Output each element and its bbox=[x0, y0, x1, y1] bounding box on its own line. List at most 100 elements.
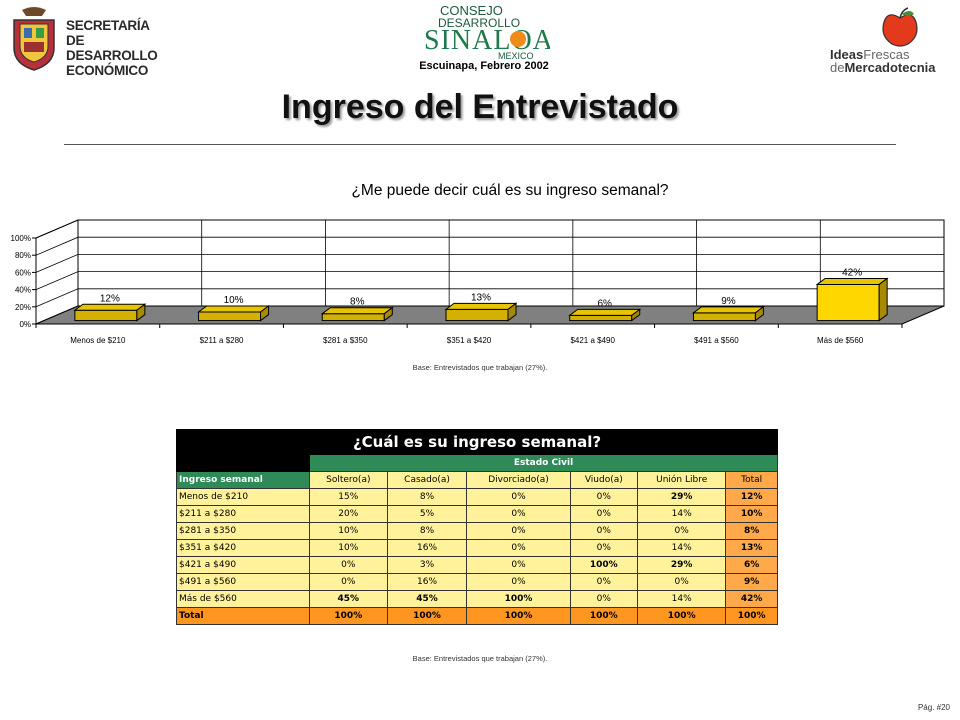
y-tick-label: 40% bbox=[15, 286, 31, 295]
chart-back-wall bbox=[77, 219, 945, 307]
logo-word-2: DESARROLLO bbox=[438, 16, 520, 30]
table-corner bbox=[176, 454, 310, 472]
chart-title: ¿Me puede decir cuál es su ingreso seman… bbox=[351, 182, 669, 199]
bar-front bbox=[74, 309, 138, 322]
bar-front bbox=[692, 312, 756, 322]
table-cell: 20% bbox=[309, 505, 388, 523]
table-cell: 0% bbox=[466, 573, 571, 591]
column-header: Divorciado(a) bbox=[466, 471, 571, 489]
total-cell: 100% bbox=[466, 607, 571, 625]
table-cell: 45% bbox=[309, 590, 388, 608]
logo-word-1: CONSEJO bbox=[440, 3, 503, 18]
table-cell: 0% bbox=[569, 539, 639, 557]
place-date: Escuinapa, Febrero 2002 bbox=[419, 60, 549, 72]
table-base-note: Base: Entrevistados que trabajan (27%). bbox=[412, 654, 548, 663]
table-title: ¿Cuál es su ingreso semanal? bbox=[176, 429, 778, 455]
y-tick-label: 80% bbox=[15, 251, 31, 260]
sun-icon bbox=[510, 31, 526, 47]
page-title: Ingreso del Entrevistado bbox=[281, 88, 679, 126]
bar-side bbox=[136, 303, 146, 322]
table-cell: 8% bbox=[386, 488, 468, 506]
sde-logo: SECRETARÍA DE DESARROLLO ECONÓMICO bbox=[8, 4, 168, 78]
table-row: Más de $560 45% 45% 100% 0% 14% 42% bbox=[176, 590, 778, 608]
table-cell: 14% bbox=[637, 505, 727, 523]
column-header: Casado(a) bbox=[386, 471, 468, 489]
category-label: $281 a $350 bbox=[323, 336, 368, 345]
table-cell: 0% bbox=[466, 539, 571, 557]
total-cell: 100% bbox=[309, 607, 388, 625]
consejo-desarrollo-logo: CONSEJO DESARROLLO SINALOA MEXICO bbox=[420, 2, 550, 72]
table-cell: 3% bbox=[386, 556, 468, 574]
table-cell: 9% bbox=[725, 573, 778, 591]
table-cell: 0% bbox=[569, 522, 639, 540]
chart-base-note: Base: Entrevistados que trabajan (27%). bbox=[412, 363, 548, 372]
data-label: 12% bbox=[100, 293, 120, 304]
table-cell: 0% bbox=[466, 522, 571, 540]
table-cell: 16% bbox=[386, 573, 468, 591]
gridline bbox=[35, 288, 944, 308]
income-table: ¿Cuál es su ingreso semanal? Estado Civi… bbox=[176, 429, 778, 625]
consejo-logo-mark: CONSEJO DESARROLLO SINALOA MEXICO bbox=[424, 3, 550, 61]
apple-icon bbox=[882, 7, 918, 47]
gridline bbox=[35, 219, 944, 239]
row-label: $351 a $420 bbox=[176, 539, 310, 557]
gridline bbox=[35, 254, 944, 273]
column-header: Soltero(a) bbox=[309, 471, 388, 489]
table-cell: 0% bbox=[466, 505, 571, 523]
bar-top bbox=[197, 305, 271, 313]
total-cell: 100% bbox=[569, 607, 639, 625]
page-number: Pág. #20 bbox=[917, 703, 950, 712]
table-cell: 6% bbox=[725, 556, 778, 574]
table-row: $421 a $490 0% 3% 0% 100% 29% 6% bbox=[176, 556, 778, 574]
bar-side bbox=[260, 304, 270, 322]
income-bar-chart: 0% 20% 40% 60% 80% 100% 12% Menos de $210 10% $21… bbox=[11, 219, 945, 345]
bar-side bbox=[754, 305, 764, 322]
table-row: $491 a $560 0% 16% 0% 0% 0% 9% bbox=[176, 573, 778, 591]
table-cell: 0% bbox=[637, 522, 727, 540]
bar-top bbox=[73, 303, 147, 311]
table-cell: 14% bbox=[637, 539, 727, 557]
sinaloa-seal-icon bbox=[13, 7, 55, 71]
logo-word-3: SINALOA bbox=[424, 25, 550, 56]
table-cell: 29% bbox=[637, 556, 727, 574]
table-row: $211 a $280 20% 5% 0% 0% 14% 10% bbox=[176, 505, 778, 523]
logo-word: Frescas bbox=[863, 47, 910, 62]
y-tick-label: 60% bbox=[15, 268, 31, 277]
row-label: $421 a $490 bbox=[176, 556, 310, 574]
data-label: 13% bbox=[471, 292, 491, 303]
table-cell: 0% bbox=[569, 590, 639, 608]
data-label: 42% bbox=[842, 267, 862, 278]
data-label: 6% bbox=[597, 298, 612, 309]
bar-top bbox=[444, 302, 518, 310]
y-tick-label: 20% bbox=[15, 303, 31, 312]
table-cell: 15% bbox=[309, 488, 388, 506]
table-cell: 10% bbox=[309, 522, 388, 540]
total-cell: 100% bbox=[386, 607, 468, 625]
table-row: Menos de $210 15% 8% 0% 0% 29% 12% bbox=[176, 488, 778, 506]
table-cell: 29% bbox=[637, 488, 727, 506]
table-cell: 0% bbox=[466, 488, 571, 506]
gridline bbox=[35, 236, 944, 256]
category-label: Menos de $210 bbox=[70, 336, 126, 345]
table-cell: 100% bbox=[569, 556, 639, 574]
table-cell: 16% bbox=[386, 539, 468, 557]
bar-front bbox=[321, 313, 385, 322]
column-header: Viudo(a) bbox=[569, 471, 639, 489]
bar-top bbox=[568, 308, 642, 316]
bar-front bbox=[198, 311, 262, 322]
table-cell: 8% bbox=[725, 522, 778, 540]
category-label: Más de $560 bbox=[817, 336, 864, 345]
table-cell: 0% bbox=[569, 488, 639, 506]
table-cell: 42% bbox=[725, 590, 778, 608]
table-cell: 0% bbox=[569, 505, 639, 523]
row-label: Más de $560 bbox=[176, 590, 310, 608]
category-label: $351 a $420 bbox=[447, 336, 492, 345]
sde-logo-line: SECRETARÍA bbox=[66, 18, 150, 33]
bar-front bbox=[816, 283, 880, 322]
category-label: $421 a $490 bbox=[570, 336, 615, 345]
title-divider bbox=[64, 144, 896, 145]
table-cell: 100% bbox=[466, 590, 571, 608]
total-cell: 100% bbox=[637, 607, 727, 625]
bar-top bbox=[691, 306, 765, 314]
logo-word: Ideas bbox=[830, 47, 864, 62]
